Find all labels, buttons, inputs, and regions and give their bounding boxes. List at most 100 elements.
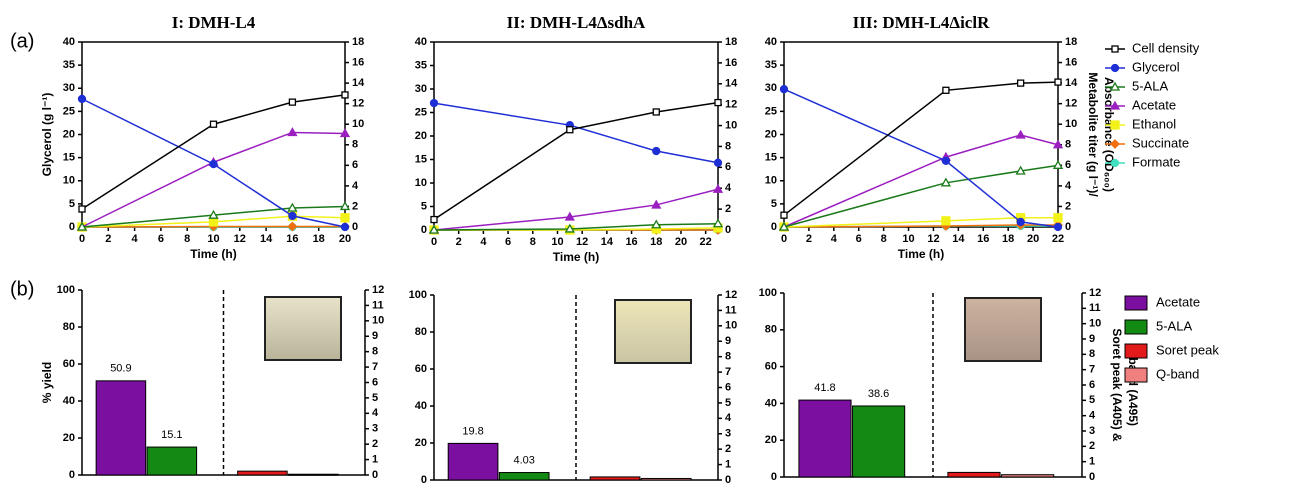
y-tick-label: 35: [415, 59, 427, 71]
y-tick-label: 40: [63, 36, 75, 48]
marker: [288, 211, 297, 221]
bar: [498, 472, 550, 481]
y2-tick-label: 12: [725, 289, 737, 301]
y2-tick-label: 1: [1089, 456, 1095, 468]
y2-tick-label: 18: [725, 36, 737, 48]
y2-tick-label: 9: [725, 335, 731, 347]
marker: [1053, 222, 1063, 232]
x-axis-label: Time (h): [898, 247, 944, 261]
legend-label: Glycerol: [1132, 59, 1180, 74]
series-line: [81, 94, 346, 210]
y-tick-label: 100: [57, 284, 75, 296]
series-line: [433, 188, 719, 231]
y-tick-label: 5: [69, 198, 75, 210]
x-tick-label: 0: [79, 233, 85, 245]
bar: [288, 473, 339, 476]
x-tick-label: 22: [700, 236, 712, 248]
y2-tick-label: 14: [352, 77, 365, 89]
y-tick-label: 10: [765, 175, 777, 187]
x-tick-label: 6: [856, 233, 862, 245]
x-tick-label: 10: [902, 233, 914, 245]
series-line: [81, 205, 346, 228]
marker: [1110, 158, 1120, 168]
marker: [1109, 100, 1121, 110]
y2-tick-label: 11: [1089, 302, 1101, 314]
bar: [640, 477, 692, 481]
y-tick-label: 40: [415, 36, 427, 48]
y2-tick-label: 12: [372, 284, 384, 296]
y-tick-label: 40: [765, 397, 777, 409]
x-tick-label: 20: [1027, 233, 1039, 245]
x-axis-label: Time (h): [553, 250, 599, 264]
y2-tick-label: 12: [352, 98, 364, 110]
y2-tick-label: 14: [1065, 77, 1078, 89]
y2-tick-label: 2: [372, 438, 378, 450]
x-tick-label: 10: [207, 233, 219, 245]
marker: [76, 221, 88, 231]
marker: [779, 85, 789, 94]
value-label: 50.9: [110, 363, 131, 375]
bar: [947, 471, 1001, 478]
y-tick-label: 20: [63, 432, 75, 444]
marker: [288, 98, 297, 106]
x-tick-label: 8: [881, 233, 887, 245]
y2-tick-label: 4: [1065, 180, 1072, 192]
series-line: [433, 102, 719, 164]
legend-label: Formate: [1132, 154, 1180, 169]
marker: [1110, 120, 1120, 130]
legend-swatch: [1124, 319, 1148, 335]
series-line: [81, 215, 346, 228]
marker: [209, 120, 218, 128]
y-tick-label: 60: [63, 358, 75, 370]
y-tick-label: 20: [415, 130, 427, 142]
y-tick-label: 0: [421, 224, 427, 236]
y2-tick-label: 11: [372, 299, 384, 311]
x-tick-label: 2: [456, 236, 462, 248]
marker: [1110, 139, 1120, 149]
y-tick-label: 30: [765, 82, 777, 94]
y2-tick-label: 0: [372, 469, 378, 481]
y2-axis-label: Absorbance (OD₆₀₀): [1102, 77, 1116, 192]
y2-tick-label: 10: [725, 320, 737, 332]
y2-tick-label: 10: [1089, 318, 1101, 330]
x-tick-label: 12: [234, 233, 246, 245]
y2-tick-label: 10: [372, 315, 384, 327]
x-tick-label: 8: [184, 233, 190, 245]
bar: [95, 380, 147, 476]
marker: [652, 108, 660, 116]
y-tick-label: 15: [765, 152, 777, 164]
y2-tick-label: 12: [1089, 287, 1101, 299]
y-tick-label: 0: [69, 221, 75, 233]
y2-tick-label: 3: [725, 428, 731, 440]
y-tick-label: 10: [63, 175, 75, 187]
marker: [1052, 160, 1064, 169]
x-tick-label: 4: [831, 233, 838, 245]
marker: [209, 159, 218, 169]
y2-tick-label: 7: [1089, 364, 1095, 376]
x-tick-label: 8: [530, 236, 536, 248]
y-tick-label: 40: [63, 395, 75, 407]
bar: [146, 446, 198, 476]
y-tick-label: 20: [63, 128, 75, 140]
legend-swatch: [1124, 343, 1148, 359]
y2-tick-label: 8: [372, 346, 378, 358]
value-label: 38.6: [868, 388, 889, 400]
y-tick-label: 80: [63, 321, 75, 333]
y-tick-label: 5: [771, 198, 777, 210]
y2-tick-label: 6: [1089, 379, 1095, 391]
x-tick-label: 4: [132, 233, 139, 245]
y-tick-label: 100: [409, 289, 427, 301]
y2-tick-label: 1: [372, 453, 378, 465]
marker: [564, 211, 575, 221]
y2-tick-label: 0: [725, 224, 731, 236]
x-tick-label: 14: [601, 236, 614, 248]
marker: [940, 177, 952, 187]
marker: [341, 91, 349, 99]
y-tick-label: 100: [759, 287, 777, 299]
y2-tick-label: 8: [352, 139, 358, 151]
y2-tick-label: 3: [1089, 425, 1095, 437]
chart-title: III: DMH-L4ΔiclR: [853, 13, 990, 32]
legend-swatch: [1124, 367, 1148, 383]
marker: [712, 183, 724, 193]
marker: [1109, 81, 1121, 91]
